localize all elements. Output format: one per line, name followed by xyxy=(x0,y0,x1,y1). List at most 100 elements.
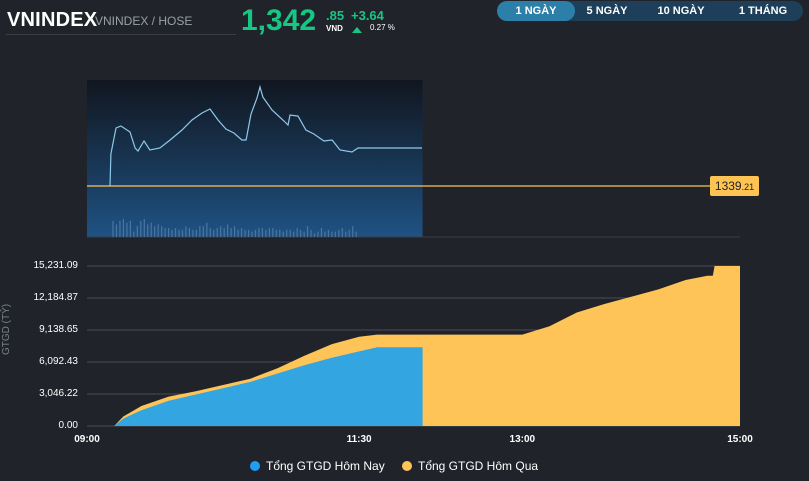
volume-bar xyxy=(164,228,166,237)
volume-bar xyxy=(157,224,159,237)
volume-bar xyxy=(345,231,347,237)
tab-10-days[interactable]: 10 NGÀY xyxy=(657,5,705,17)
volume-bar xyxy=(223,228,225,237)
price-change: +3.64 xyxy=(351,8,384,23)
y-tick-label: 15,231.09 xyxy=(33,260,79,271)
price-change-percent: 0.27 % xyxy=(370,23,395,32)
price-area-background xyxy=(87,80,423,237)
volume-bar xyxy=(268,228,270,237)
volume-bar xyxy=(289,229,291,237)
header-divider xyxy=(6,34,236,35)
x-tick-label: 11:30 xyxy=(346,434,372,445)
reference-dec: .21 xyxy=(741,182,755,192)
volume-bar xyxy=(293,231,295,237)
volume-bar xyxy=(303,231,305,237)
volume-bar xyxy=(317,231,319,237)
tab-5-days[interactable]: 5 NGÀY xyxy=(586,5,628,17)
today-area xyxy=(87,347,423,426)
y-tick-label: 9,138.65 xyxy=(39,324,78,335)
reference-int: 1339 xyxy=(714,179,742,193)
gtgd-chart xyxy=(87,265,740,427)
volume-bar xyxy=(327,229,330,237)
volume-bar xyxy=(240,228,243,237)
volume-bar xyxy=(202,226,204,237)
volume-bar xyxy=(112,220,114,237)
volume-bar xyxy=(126,222,128,237)
y-tick-label: 0.00 xyxy=(58,420,78,431)
volume-bar xyxy=(247,229,250,237)
legend-today[interactable]: Tổng GTGD Hôm Nay xyxy=(250,459,385,473)
volume-bar xyxy=(161,226,163,237)
y-tick-label: 12,184.87 xyxy=(33,292,79,303)
reference-price-label: 1339.21 xyxy=(710,176,759,196)
volume-bar xyxy=(136,226,138,237)
volume-bar xyxy=(338,229,340,237)
volume-bar xyxy=(143,219,145,237)
legend-today-label: Tổng GTGD Hôm Nay xyxy=(266,459,385,473)
volume-bar xyxy=(244,229,246,237)
legend-today-dot-icon xyxy=(250,461,260,471)
volume-bar xyxy=(355,231,357,237)
up-arrow-icon xyxy=(352,27,362,33)
volume-bar xyxy=(286,229,288,237)
volume-bar xyxy=(348,229,350,237)
volume-bar xyxy=(192,229,194,237)
volume-bar xyxy=(147,224,149,237)
volume-bar xyxy=(195,229,197,237)
volume-bar xyxy=(306,226,309,237)
volume-bar xyxy=(227,224,229,237)
volume-bar xyxy=(254,229,257,237)
volume-bar xyxy=(150,222,152,237)
volume-bar xyxy=(300,229,302,237)
volume-bar xyxy=(352,226,354,237)
legend-yesterday-label: Tổng GTGD Hôm Qua xyxy=(418,459,539,473)
price-decimal: .85 xyxy=(326,8,345,23)
y-tick-label: 6,092.43 xyxy=(39,356,78,367)
volume-bar xyxy=(258,228,260,237)
volume-bar xyxy=(272,228,274,237)
index-title: VNINDEX xyxy=(7,9,98,31)
volume-bar xyxy=(216,228,218,237)
index-subtitle: VNINDEX / HOSE xyxy=(95,14,193,28)
y-tick-label: 3,046.22 xyxy=(39,387,78,399)
volume-bar xyxy=(119,220,121,237)
legend-yesterday-dot-icon xyxy=(402,461,412,471)
volume-bar xyxy=(334,231,336,237)
volume-bar xyxy=(265,229,267,237)
volume-bar xyxy=(261,228,263,237)
volume-bar xyxy=(313,233,316,237)
volume-bar xyxy=(324,231,326,237)
price-currency: VND xyxy=(326,24,343,33)
volume-bar xyxy=(237,229,239,237)
volume-bar xyxy=(185,226,187,237)
volume-bar xyxy=(320,228,323,237)
volume-bar xyxy=(220,226,222,237)
x-tick-label: 09:00 xyxy=(74,434,100,445)
volume-bar xyxy=(167,228,170,237)
volume-bar xyxy=(133,231,135,237)
volume-bar xyxy=(174,228,177,237)
volume-bar xyxy=(251,231,253,237)
tab-1-day[interactable]: 1 NGÀY xyxy=(497,1,575,21)
volume-bar xyxy=(282,231,284,237)
volume-bar xyxy=(341,228,343,237)
legend-yesterday[interactable]: Tổng GTGD Hôm Qua xyxy=(402,459,538,473)
volume-bar xyxy=(188,228,191,237)
volume-bar xyxy=(154,226,156,237)
x-tick-label: 13:00 xyxy=(509,434,536,445)
volume-bar xyxy=(122,219,125,237)
volume-bar xyxy=(230,228,232,237)
volume-bar xyxy=(140,220,142,237)
volume-bar xyxy=(234,226,236,237)
volume-bar xyxy=(275,229,277,237)
volume-bar xyxy=(199,226,201,237)
volume-bar xyxy=(296,228,298,237)
volume-bar xyxy=(129,220,131,237)
volume-bar xyxy=(213,229,215,237)
price-integer: 1,342 xyxy=(241,4,317,37)
tab-1-month[interactable]: 1 THÁNG xyxy=(738,5,788,17)
price-line xyxy=(109,84,422,187)
volume-bar xyxy=(209,228,211,237)
volume-bar xyxy=(310,229,312,237)
